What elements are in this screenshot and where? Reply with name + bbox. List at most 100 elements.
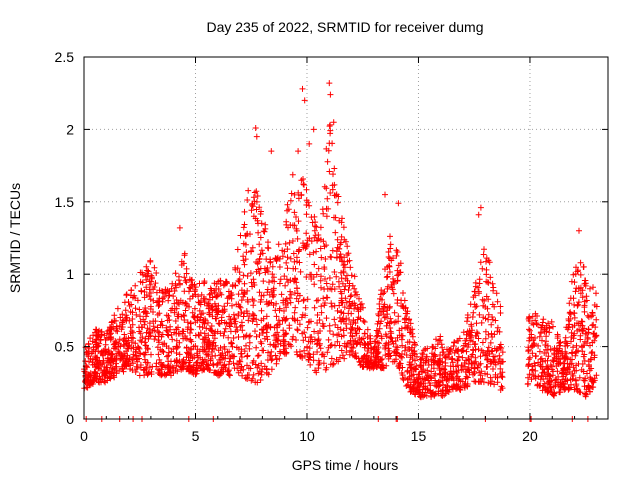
data-point — [570, 335, 577, 342]
data-point — [532, 317, 539, 324]
data-point — [111, 355, 118, 362]
data-point — [221, 328, 228, 335]
data-point — [409, 330, 416, 337]
data-point — [328, 303, 335, 310]
data-point — [151, 336, 158, 343]
data-point — [303, 211, 310, 218]
data-point — [211, 280, 218, 287]
data-point — [167, 363, 174, 370]
data-point — [325, 205, 332, 212]
data-point — [315, 232, 322, 238]
data-point — [379, 296, 385, 303]
data-point — [348, 325, 355, 332]
data-point — [419, 351, 426, 358]
data-point — [181, 252, 188, 259]
data-point — [384, 285, 391, 292]
data-point — [116, 322, 123, 329]
data-point — [179, 299, 186, 306]
data-point — [301, 329, 308, 336]
data-point — [181, 313, 188, 319]
data-point — [327, 190, 334, 196]
data-point — [399, 364, 406, 371]
data-point — [538, 355, 545, 362]
data-point — [235, 312, 242, 319]
data-point — [382, 191, 388, 198]
data-point — [480, 379, 487, 386]
data-point — [581, 302, 588, 309]
data-point — [186, 288, 192, 295]
data-point — [487, 339, 494, 346]
data-point — [299, 85, 306, 92]
data-point — [93, 373, 100, 380]
data-point — [386, 269, 393, 275]
data-point — [154, 344, 161, 351]
data-point — [470, 347, 477, 354]
data-point — [214, 311, 221, 318]
data-point — [537, 330, 544, 337]
data-point — [353, 330, 360, 337]
data-point — [295, 298, 302, 305]
data-point — [304, 241, 311, 248]
data-point — [344, 272, 350, 279]
data-point — [569, 371, 576, 377]
data-point — [591, 354, 598, 361]
data-point — [378, 308, 385, 315]
data-point — [313, 297, 320, 304]
data-point — [156, 339, 162, 346]
data-point — [285, 341, 292, 347]
data-point — [228, 339, 235, 346]
data-point — [329, 281, 336, 288]
data-point — [535, 373, 542, 380]
data-point — [172, 318, 179, 324]
data-point — [198, 291, 205, 298]
data-point — [236, 303, 243, 310]
data-point — [470, 309, 477, 316]
data-point — [152, 318, 159, 325]
data-point — [117, 314, 124, 321]
data-point — [466, 330, 472, 337]
data-point — [241, 208, 248, 215]
data-point — [382, 352, 389, 359]
data-point — [351, 285, 358, 292]
data-point — [300, 337, 307, 344]
data-point — [186, 284, 193, 291]
data-point — [92, 339, 99, 346]
data-point — [171, 288, 178, 294]
data-point — [192, 332, 199, 339]
data-point — [355, 308, 362, 315]
data-point — [253, 344, 260, 351]
data-point — [94, 333, 101, 340]
data-point — [316, 360, 323, 366]
data-point — [479, 296, 486, 303]
data-point — [592, 324, 599, 331]
data-point — [141, 288, 148, 295]
data-point — [263, 313, 270, 320]
data-point — [254, 193, 261, 199]
data-point — [311, 328, 318, 335]
data-point — [223, 280, 230, 287]
data-point — [353, 341, 360, 348]
data-point — [497, 365, 504, 372]
data-point — [133, 311, 140, 318]
data-point — [96, 340, 103, 347]
data-point — [304, 324, 311, 331]
data-point — [253, 268, 260, 275]
data-point — [478, 319, 485, 326]
data-point — [137, 362, 144, 368]
data-point — [358, 300, 365, 307]
data-point — [429, 343, 436, 350]
data-point — [256, 289, 263, 296]
data-point — [530, 337, 537, 343]
data-point — [463, 348, 470, 355]
data-point — [146, 369, 152, 376]
data-point — [250, 194, 257, 201]
data-point — [314, 237, 321, 244]
data-point — [176, 224, 183, 231]
data-point — [554, 335, 561, 342]
data-point — [179, 358, 186, 365]
data-point — [488, 321, 495, 328]
data-point — [421, 375, 428, 382]
data-point — [272, 307, 279, 314]
data-point — [578, 366, 585, 373]
data-point — [165, 345, 172, 352]
